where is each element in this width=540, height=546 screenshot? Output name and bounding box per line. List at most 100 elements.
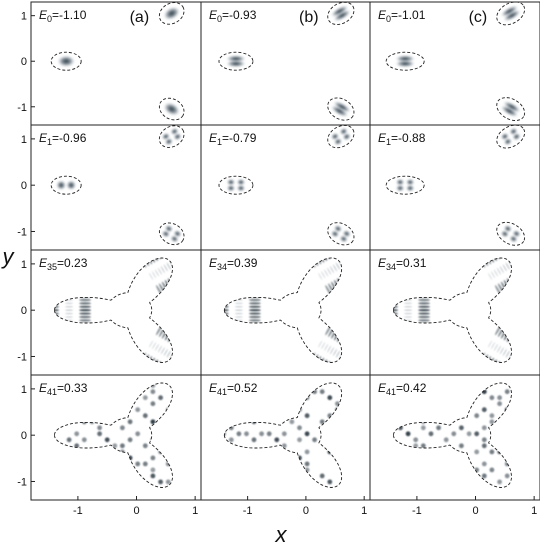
energy-value: =-1.10 [52,8,87,22]
y-tick-label: 1 [21,384,27,396]
energy-symbol: E [209,131,218,145]
energy-index: 0 [47,14,52,24]
density-well [50,175,82,195]
panel-grid: E0=-1.10 (a) E0=-0.93 (b) E0=-1.01 (c)E1=-0.9… [30,1,540,501]
well-contour [385,51,425,71]
density-well [327,97,355,121]
axes: 1 0 -1 1 0 -1 1 0 -1 1 0 -1 -1 0 1 -1 0 1 -1 0 1 [17,11,537,517]
y-tick-label: 0 [21,56,27,68]
column-label: (a) [130,9,150,26]
well-contour [496,2,526,26]
well-contour [158,97,185,121]
density-well [158,97,185,121]
energy-value: =0.52 [227,381,258,395]
well-contour [496,125,526,149]
well-contour [327,222,355,246]
density-well [218,51,254,71]
energy-label: E41=0.33 [39,381,88,397]
energy-symbol: E [39,131,48,145]
y-tick-label: 0 [21,430,27,442]
y-tick-label: 0 [21,305,27,317]
density-well [50,51,82,71]
density-well [327,125,355,149]
well-contour [385,175,425,195]
energy-value: =0.42 [396,381,427,395]
energy-index: 0 [386,14,391,24]
well-contour [50,175,82,195]
density-well [327,2,355,25]
well-contour [327,97,355,121]
panel-r2-c2: E1=-0.79 [200,124,371,251]
domain-contour [392,257,512,363]
panel-r1-c2: E0=-0.93 (b) [200,1,371,126]
well-contour [218,51,254,71]
domain-contour [53,382,173,488]
panel-r3-c2: E34=0.39 [200,249,371,376]
energy-symbol: E [378,381,387,395]
panel-r4-c2: E41=0.52 [200,374,371,501]
well-contour [496,221,526,246]
energy-label: E0=-1.10 [39,8,87,24]
density-well [385,175,425,195]
panel-r3-c3: E34=0.31 [369,249,540,376]
well-contour [327,125,355,149]
panel-r2-c3: E1=-0.88 [369,124,540,251]
energy-index: 35 [47,262,57,272]
x-tick-label: 1 [361,505,367,517]
energy-value: =-0.88 [391,131,426,145]
y-tick-label: -1 [17,102,27,114]
panel-frame [369,374,540,501]
energy-symbol: E [378,256,387,270]
energy-label: E41=0.52 [209,381,258,397]
energy-index: 1 [386,137,391,147]
x-axis-label: x [275,522,288,546]
energy-symbol: E [209,8,218,22]
energy-symbol: E [209,256,218,270]
density-well [158,2,185,25]
density-well [496,97,526,121]
energy-index: 41 [386,387,396,397]
domain-contour [223,257,343,363]
column-label: (c) [469,9,488,26]
energy-index: 1 [47,137,52,147]
energy-value: =-0.93 [222,8,257,22]
energy-label: E34=0.39 [209,256,258,272]
energy-value: =-1.01 [391,8,426,22]
energy-symbol: E [378,131,387,145]
y-tick-label: -1 [17,226,27,238]
well-contour [158,125,185,148]
density-well [158,125,185,148]
well-contour [327,2,355,25]
panel-r4-c1: E41=0.33 [30,374,202,501]
energy-value: =-0.79 [222,131,257,145]
well-contour [158,222,185,246]
energy-index: 34 [217,262,227,272]
column-label: (b) [299,9,319,26]
energy-label: E0=-0.93 [209,8,257,24]
panel-r1-c1: E0=-1.10 (a) [30,1,202,126]
energy-value: =0.39 [227,256,258,270]
density-well [385,51,425,71]
density-well [496,125,526,149]
energy-index: 0 [217,14,222,24]
x-tick-label: -1 [412,505,422,517]
energy-value: =-0.96 [52,131,87,145]
x-tick-label: 1 [192,505,198,517]
energy-symbol: E [39,8,48,22]
panel-r3-c1: E35=0.23 [30,249,202,376]
y-tick-label: -1 [17,476,27,488]
energy-label: E1=-0.79 [209,131,257,147]
density-well [218,175,254,195]
energy-label: E0=-1.01 [378,8,426,24]
y-tick-label: 0 [21,180,27,192]
energy-symbol: E [39,381,48,395]
energy-index: 41 [217,387,227,397]
y-tick-label: 1 [21,11,27,23]
energy-value: =0.23 [57,256,88,270]
energy-label: E1=-0.88 [378,131,426,147]
energy-index: 1 [217,137,222,147]
energy-label: E35=0.23 [39,256,88,272]
density-well [496,2,526,26]
density-well [158,222,185,246]
